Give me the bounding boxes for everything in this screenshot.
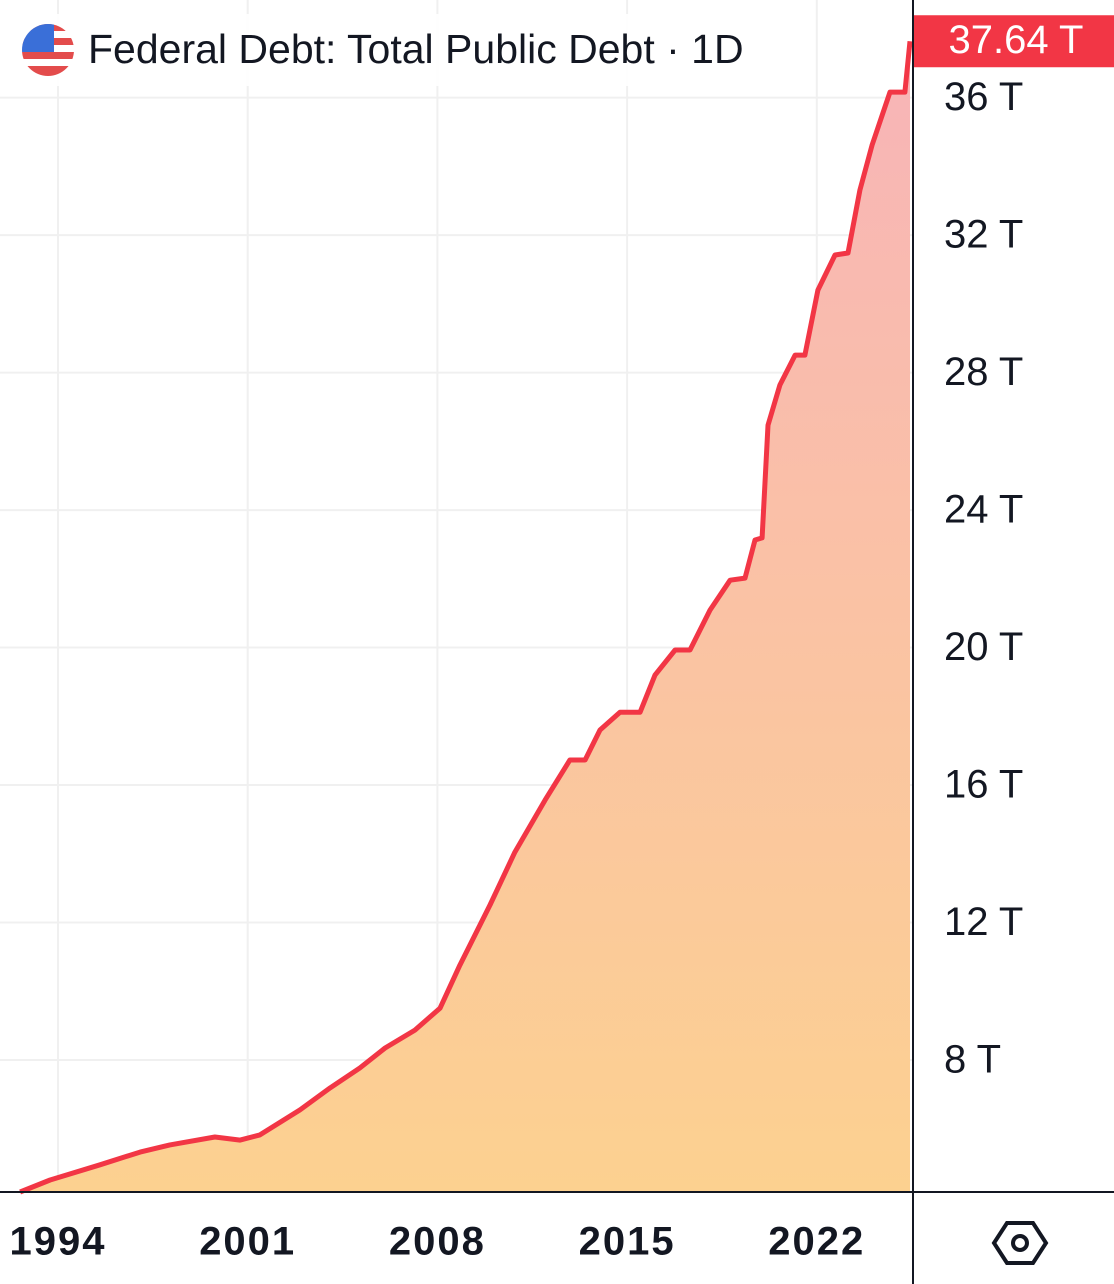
settings-icon[interactable]: [991, 1221, 1049, 1265]
y-tick-label: 8 T: [944, 1038, 1001, 1082]
y-tick-label: 12 T: [944, 900, 1023, 944]
y-tick-label: 32 T: [944, 213, 1023, 257]
line: [19, 40, 913, 1195]
y-tick-label: 16 T: [944, 763, 1023, 807]
title-bg: [10, 14, 805, 86]
area-fill: [20, 41, 911, 1193]
y-tick-label: 20 T: [944, 625, 1023, 669]
plot: [19, 40, 913, 1195]
price-label: 37.64 T: [949, 18, 1084, 62]
y-tick-label: 28 T: [944, 350, 1023, 394]
x-tick-label: 2015: [579, 1220, 676, 1264]
chart-title: Federal Debt: Total Public Debt · 1D: [88, 26, 744, 72]
x-tick-label: 2008: [389, 1220, 486, 1264]
price-label-bg: [914, 15, 1114, 68]
y-tick-label: 24 T: [944, 488, 1023, 532]
y-tick-label: 36 T: [944, 75, 1023, 119]
x-tick-label: 2001: [199, 1220, 296, 1264]
x-tick-label: 1994: [10, 1220, 107, 1264]
x-tick-label: 2022: [768, 1220, 865, 1264]
flag-icon: [22, 24, 74, 76]
